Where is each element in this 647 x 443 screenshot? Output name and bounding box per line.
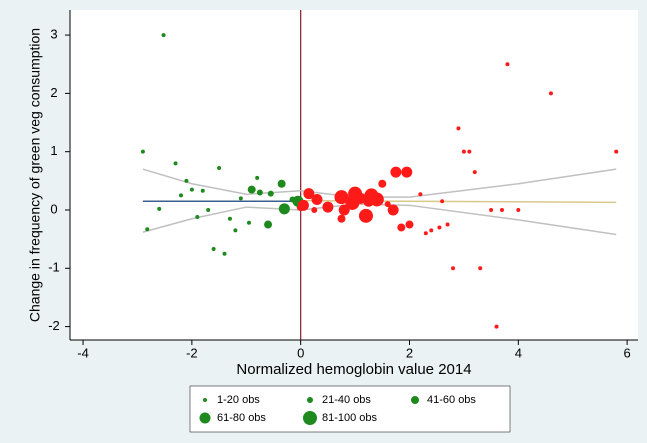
point (189, 187, 194, 192)
y-tick-label: 0 (50, 201, 57, 216)
point (499, 207, 504, 212)
point (445, 222, 450, 227)
point (311, 193, 323, 205)
y-tick-label: -1 (48, 260, 60, 275)
point (217, 166, 222, 171)
point (494, 324, 499, 329)
point (505, 62, 510, 67)
point (548, 91, 553, 96)
point (401, 166, 413, 178)
x-tick-label: 2 (406, 345, 413, 360)
point (423, 231, 428, 236)
y-axis-label: Change in frequency of green veg consump… (27, 28, 43, 322)
point (206, 207, 211, 212)
point (437, 225, 442, 230)
point (247, 185, 256, 194)
legend-marker (307, 397, 313, 403)
point (140, 149, 145, 154)
point (264, 220, 273, 229)
point (246, 220, 251, 225)
point (418, 192, 423, 197)
point (378, 179, 387, 188)
point (337, 214, 346, 223)
point (472, 170, 477, 175)
point (369, 192, 384, 207)
x-tick-label: 4 (515, 345, 522, 360)
point (161, 33, 166, 38)
point (255, 175, 260, 180)
legend-marker (203, 398, 207, 402)
point (358, 208, 373, 223)
legend-label: 1-20 obs (217, 394, 260, 406)
y-tick-label: -2 (48, 318, 60, 333)
legend-marker (199, 412, 211, 424)
point (233, 228, 238, 233)
y-tick-label: 1 (50, 143, 57, 158)
point (614, 149, 619, 154)
fit-line (300, 203, 617, 236)
point (429, 228, 434, 233)
point (297, 199, 309, 211)
point (334, 190, 349, 205)
legend-label: 81-100 obs (322, 412, 378, 424)
legend-label: 41-60 obs (427, 394, 476, 406)
point (467, 149, 472, 154)
plot-area (70, 10, 638, 340)
point (303, 188, 315, 200)
point (387, 204, 399, 216)
point (277, 179, 286, 188)
legend (189, 385, 511, 433)
point (278, 203, 290, 215)
y-tick-label: 2 (50, 85, 57, 100)
point (222, 251, 227, 256)
point (461, 149, 466, 154)
point (195, 214, 200, 219)
point (311, 206, 318, 213)
point (157, 206, 162, 211)
point (267, 190, 274, 197)
point (397, 223, 406, 232)
point (173, 161, 178, 166)
point (384, 201, 391, 208)
point (256, 189, 263, 196)
point (390, 166, 402, 178)
point (184, 178, 189, 183)
point (405, 220, 414, 229)
x-tick-label: 6 (624, 345, 631, 360)
x-axis-label: Normalized hemoglobin value 2014 (236, 361, 471, 378)
point (451, 266, 456, 271)
x-tick-label: -2 (186, 345, 198, 360)
y-tick-label: 3 (50, 27, 57, 42)
legend-label: 61-80 obs (217, 412, 266, 424)
point (322, 201, 334, 213)
point (516, 207, 521, 212)
legend-marker (411, 396, 419, 404)
point (227, 216, 232, 221)
point (238, 196, 243, 201)
fit-line (142, 206, 301, 233)
point (478, 266, 483, 271)
point (456, 126, 461, 131)
legend-marker (303, 411, 317, 425)
point (345, 195, 360, 210)
point (145, 227, 150, 232)
x-tick-label: 0 (297, 345, 304, 360)
point (489, 207, 494, 212)
point (200, 188, 205, 193)
point (211, 247, 216, 252)
point (440, 199, 445, 204)
point (178, 193, 183, 198)
legend-label: 21-40 obs (322, 394, 371, 406)
x-tick-label: -4 (77, 345, 89, 360)
